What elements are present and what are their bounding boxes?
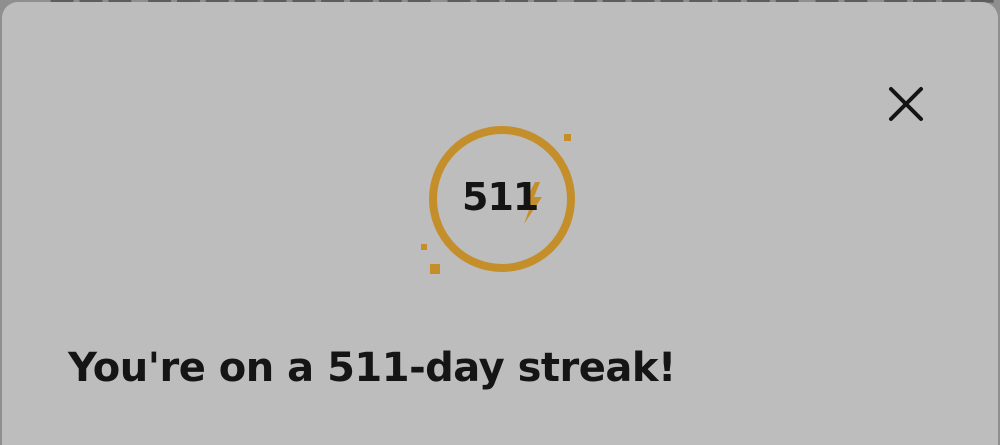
streak-badge: 511 — [416, 126, 586, 278]
close-icon — [889, 87, 923, 121]
lightning-bolt-icon — [522, 182, 542, 224]
close-button[interactable] — [884, 82, 928, 126]
sparkle-bottom-left — [430, 264, 440, 274]
streak-headline: You're on a 511-day streak! — [68, 345, 676, 391]
sparkle-top-right — [564, 134, 571, 141]
streak-count: 511 — [462, 175, 539, 219]
streak-ring — [421, 126, 575, 274]
sparkle-left — [421, 244, 427, 250]
